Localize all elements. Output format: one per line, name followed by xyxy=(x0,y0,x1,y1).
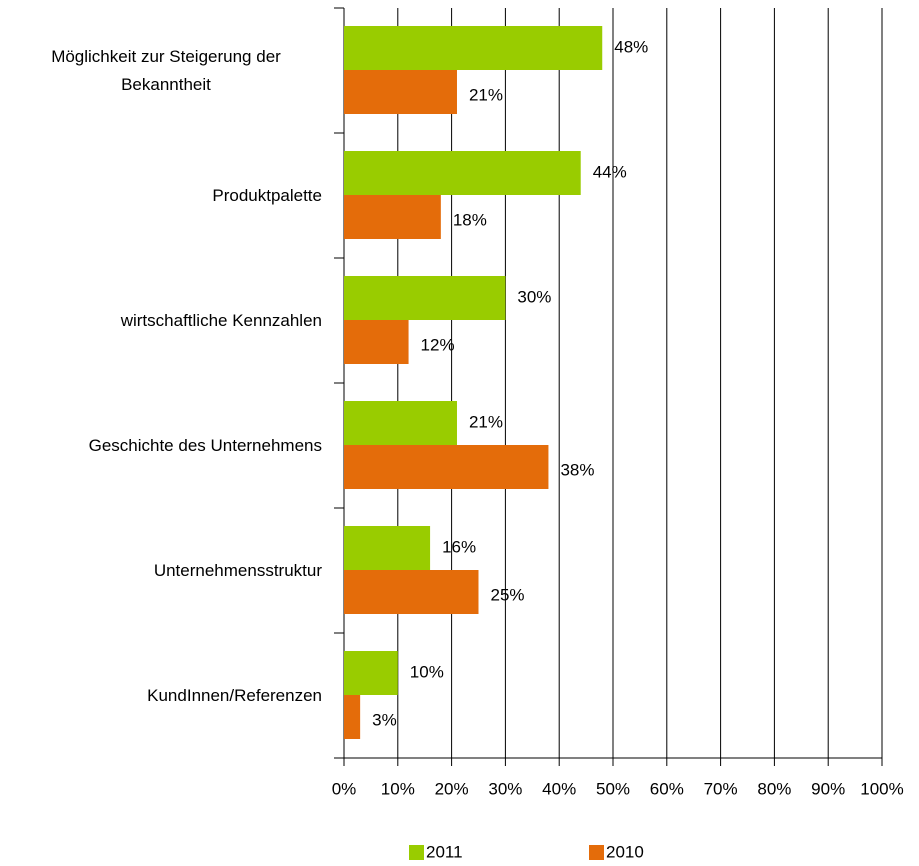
x-tick-label: 80% xyxy=(757,779,791,798)
x-tick-label: 50% xyxy=(596,779,630,798)
category-label: wirtschaftliche Kennzahlen xyxy=(2,258,322,383)
bar xyxy=(344,651,398,695)
x-tick-label: 30% xyxy=(488,779,522,798)
legend-swatch xyxy=(409,845,424,860)
category-label: Möglichkeit zur Steigerung der Bekannthe… xyxy=(2,8,322,133)
bar xyxy=(344,401,457,445)
category-text: Möglichkeit zur Steigerung der Bekannthe… xyxy=(51,46,281,94)
x-tick-label: 0% xyxy=(332,779,357,798)
legend-swatch xyxy=(589,845,604,860)
legend-label: 2010 xyxy=(606,842,644,861)
category-label: Unternehmensstruktur xyxy=(2,508,322,633)
category-text: KundInnen/Referenzen xyxy=(147,685,322,705)
x-tick-label: 60% xyxy=(650,779,684,798)
category-label: Produktpalette xyxy=(2,133,322,258)
bar xyxy=(344,320,409,364)
x-tick-label: 90% xyxy=(811,779,845,798)
category-text: Geschichte des Unternehmens xyxy=(88,435,322,455)
bar xyxy=(344,276,506,320)
value-label: 21% xyxy=(469,85,503,104)
legend-label: 2011 xyxy=(426,842,463,861)
value-label: 25% xyxy=(491,585,525,604)
value-label: 10% xyxy=(410,662,444,681)
x-tick-label: 20% xyxy=(435,779,469,798)
value-label: 12% xyxy=(421,335,455,354)
value-label: 18% xyxy=(453,210,487,229)
category-text: Produktpalette xyxy=(212,185,322,205)
value-label: 16% xyxy=(442,537,476,556)
category-text: wirtschaftliche Kennzahlen xyxy=(120,310,322,330)
x-tick-label: 10% xyxy=(381,779,415,798)
category-text: Unternehmensstruktur xyxy=(153,560,322,580)
x-tick-label: 100% xyxy=(860,779,903,798)
bar xyxy=(344,526,431,570)
bar xyxy=(344,445,549,489)
bar xyxy=(344,695,361,739)
value-label: 48% xyxy=(614,37,648,56)
bar xyxy=(344,70,457,114)
category-label: KundInnen/Referenzen xyxy=(2,633,322,758)
bar xyxy=(344,195,441,239)
value-label: 3% xyxy=(372,710,397,729)
bar xyxy=(344,26,603,70)
x-tick-label: 70% xyxy=(704,779,738,798)
bar xyxy=(344,570,479,614)
category-label: Geschichte des Unternehmens xyxy=(2,383,322,508)
value-label: 44% xyxy=(593,162,627,181)
x-tick-label: 40% xyxy=(542,779,576,798)
bar xyxy=(344,151,581,195)
value-label: 21% xyxy=(469,412,503,431)
value-label: 30% xyxy=(517,287,551,306)
value-label: 38% xyxy=(560,460,594,479)
